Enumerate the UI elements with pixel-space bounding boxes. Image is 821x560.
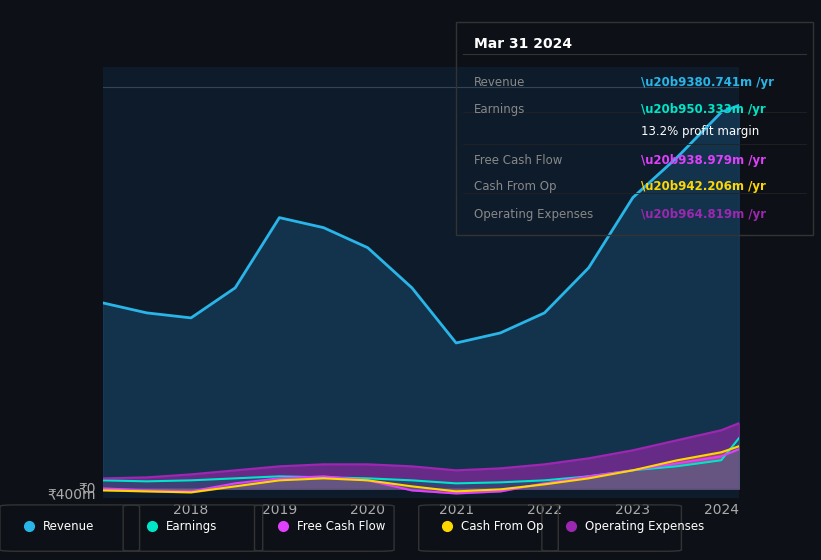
Text: Free Cash Flow: Free Cash Flow bbox=[474, 155, 562, 167]
Text: Earnings: Earnings bbox=[474, 103, 525, 116]
Text: Operating Expenses: Operating Expenses bbox=[474, 208, 593, 221]
Text: Free Cash Flow: Free Cash Flow bbox=[297, 520, 386, 533]
Text: Earnings: Earnings bbox=[166, 520, 218, 533]
Text: \u20b942.206m /yr: \u20b942.206m /yr bbox=[641, 180, 766, 193]
Text: ₹0: ₹0 bbox=[79, 482, 96, 496]
Text: Mar 31 2024: Mar 31 2024 bbox=[474, 38, 571, 52]
Text: Cash From Op: Cash From Op bbox=[461, 520, 544, 533]
Text: 13.2% profit margin: 13.2% profit margin bbox=[641, 124, 759, 138]
Text: Revenue: Revenue bbox=[474, 76, 525, 88]
Text: \u20b9380.741m /yr: \u20b9380.741m /yr bbox=[641, 76, 774, 88]
Text: \u20b964.819m /yr: \u20b964.819m /yr bbox=[641, 208, 767, 221]
Text: \u20b950.333m /yr: \u20b950.333m /yr bbox=[641, 103, 766, 116]
Text: Cash From Op: Cash From Op bbox=[474, 180, 556, 193]
Text: \u20b938.979m /yr: \u20b938.979m /yr bbox=[641, 155, 766, 167]
Text: Revenue: Revenue bbox=[43, 520, 94, 533]
Text: ₹400m: ₹400m bbox=[48, 487, 96, 501]
Text: Operating Expenses: Operating Expenses bbox=[585, 520, 704, 533]
